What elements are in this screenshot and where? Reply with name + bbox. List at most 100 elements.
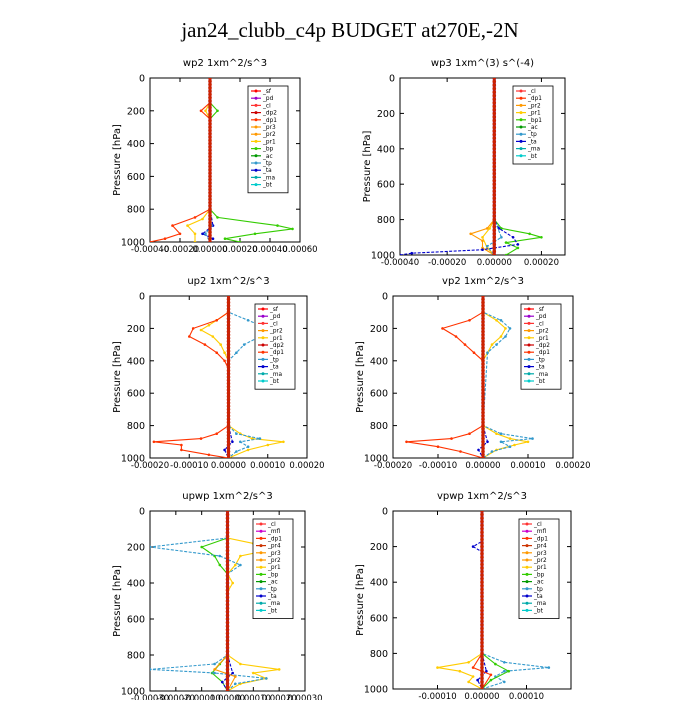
zero-profile-point — [208, 112, 212, 116]
zero-profile-point — [226, 310, 231, 315]
zero-profile-point — [226, 362, 231, 366]
zero-profile-point — [226, 313, 231, 318]
series-point — [252, 671, 255, 675]
zero-profile-point — [481, 433, 485, 438]
zero-profile-point — [226, 336, 231, 340]
legend-label: _ta — [535, 365, 545, 371]
subplot-title: wp2 1xm^2/s^3 — [183, 58, 267, 69]
series-line-tp — [482, 296, 533, 458]
zero-profile-point — [480, 648, 484, 652]
series-point — [234, 682, 237, 686]
series-group — [405, 296, 534, 458]
x-tick-label: -0.00040 — [381, 258, 419, 268]
legend-label: _ta — [269, 365, 279, 371]
series-point — [436, 666, 439, 669]
series-point — [231, 440, 234, 444]
legend-label: _mfl — [267, 529, 281, 535]
zero-profile-point — [492, 203, 497, 208]
zero-profile-point — [481, 307, 485, 311]
series-point — [180, 448, 183, 452]
zero-profile-point — [225, 689, 230, 691]
zero-profile-point — [481, 375, 485, 379]
y-axis-label: Pressure [hPa] — [112, 565, 123, 637]
zero-profile-point — [226, 436, 231, 441]
zero-profile-point — [225, 664, 230, 668]
series-point — [528, 232, 531, 236]
zero-profile-point — [208, 118, 212, 123]
series-point — [223, 351, 226, 355]
series-point — [215, 351, 218, 355]
legend-marker — [254, 103, 258, 107]
series-point — [223, 359, 226, 363]
legend-label: _cl — [533, 522, 542, 528]
zero-profile-point — [492, 246, 497, 250]
series-point — [239, 563, 242, 567]
zero-profile-point — [481, 423, 485, 428]
zero-profile-point — [225, 523, 230, 528]
zero-profile-point — [225, 512, 230, 517]
zero-profile-point — [481, 381, 485, 386]
zero-profile-point — [208, 236, 212, 241]
subplot-title: vp2 1xm^2/s^3 — [442, 276, 524, 287]
series-point — [481, 239, 484, 243]
zero-profile-point — [225, 653, 230, 657]
series-group — [150, 511, 281, 691]
y-tick-label: 1000 — [121, 454, 145, 465]
legend-marker — [254, 139, 258, 143]
zero-profile-point — [226, 456, 231, 458]
series-point — [486, 351, 489, 355]
legend-label: _dp2 — [535, 343, 550, 349]
zero-profile-point — [225, 602, 230, 607]
zero-profile-point — [480, 683, 484, 688]
series-point — [471, 666, 475, 669]
legend-marker — [254, 175, 258, 179]
y-tick-label: 200 — [127, 543, 145, 554]
zero-profile-point — [492, 193, 497, 197]
zero-profile-point — [208, 95, 212, 100]
series-point — [477, 448, 480, 452]
legend-marker — [259, 551, 263, 555]
zero-profile-point — [480, 530, 484, 535]
legend-label: _pd — [269, 314, 281, 320]
zero-profile-point — [492, 171, 497, 176]
series-point — [495, 319, 498, 322]
zero-profile-point — [225, 577, 230, 582]
zero-profile-point — [480, 591, 484, 595]
zero-profile-point — [208, 92, 212, 97]
zero-profile-point — [225, 527, 230, 531]
y-tick-label: 800 — [127, 205, 145, 216]
zero-profile-point — [208, 135, 212, 139]
series-point — [223, 448, 226, 452]
subplot-3: up2 1xm^2/s^3 0 200 400 600 800 1000 Pressure [… — [112, 276, 325, 471]
series-point — [265, 677, 268, 680]
legend-label: _pr2 — [262, 132, 276, 138]
series-point — [246, 445, 250, 449]
legend-marker — [261, 379, 265, 383]
series-point — [504, 253, 508, 255]
legend-marker — [254, 161, 258, 165]
zero-profile-point — [480, 566, 484, 570]
zero-profile-point — [226, 397, 231, 402]
zero-profile-point — [480, 680, 484, 684]
zero-profile-point — [480, 676, 484, 681]
legend-marker — [519, 111, 523, 115]
zero-profile-point — [225, 538, 230, 542]
x-tick-label: 0.00010 — [250, 461, 285, 471]
y-tick-label: 0 — [139, 292, 145, 303]
legend-label: _tp — [535, 357, 545, 363]
zero-profile-point — [481, 391, 485, 396]
zero-profile-point — [208, 230, 212, 234]
zero-profile-point — [492, 207, 497, 211]
legend-marker — [261, 314, 265, 318]
series-point — [499, 335, 503, 338]
series-point — [481, 236, 484, 239]
zero-profile-point — [208, 161, 212, 166]
zero-profile-point — [481, 384, 485, 389]
legend-label: _cl — [267, 522, 276, 528]
zero-profile-point — [492, 231, 497, 236]
zero-profile-point — [492, 100, 497, 105]
zero-profile-point — [225, 685, 230, 690]
zero-profile-point — [226, 333, 231, 337]
zero-profile-point — [225, 638, 230, 643]
legend-marker — [261, 329, 265, 333]
